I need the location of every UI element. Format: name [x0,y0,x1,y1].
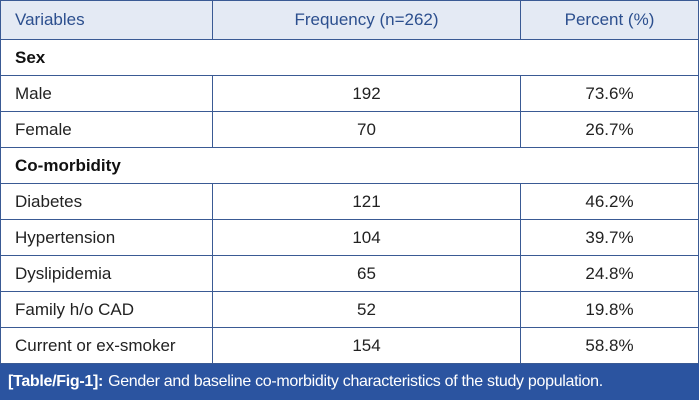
table-row: Family h/o CAD 52 19.8% [0,291,699,328]
row-percent: 24.8% [520,255,699,292]
header-row: Variables Frequency (n=262) Percent (%) [0,0,699,40]
table-row: Diabetes 121 46.2% [0,183,699,220]
row-label: Current or ex-smoker [0,327,213,364]
row-frequency: 52 [212,291,521,328]
row-percent: 19.8% [520,291,699,328]
row-label: Female [0,111,213,148]
row-percent: 46.2% [520,183,699,220]
data-table: Variables Frequency (n=262) Percent (%) … [0,0,699,364]
row-percent: 58.8% [520,327,699,364]
row-frequency: 192 [212,75,521,112]
row-label: Diabetes [0,183,213,220]
row-frequency: 121 [212,183,521,220]
table-row: Dyslipidemia 65 24.8% [0,255,699,292]
header-variables: Variables [0,0,213,40]
row-frequency: 70 [212,111,521,148]
caption-text: Gender and baseline co-morbidity charact… [108,373,603,390]
row-frequency: 104 [212,219,521,256]
table-caption: [Table/Fig-1]: Gender and baseline co-mo… [0,364,699,400]
header-frequency: Frequency (n=262) [212,0,521,40]
table-row: Current or ex-smoker 154 58.8% [0,327,699,364]
table-row: Male 192 73.6% [0,75,699,112]
row-percent: 26.7% [520,111,699,148]
section-title: Sex [0,39,699,76]
row-frequency: 154 [212,327,521,364]
section-row: Co-morbidity [0,147,699,184]
row-label: Dyslipidemia [0,255,213,292]
section-row: Sex [0,39,699,76]
row-label: Male [0,75,213,112]
header-percent: Percent (%) [520,0,699,40]
row-percent: 39.7% [520,219,699,256]
table-row: Hypertension 104 39.7% [0,219,699,256]
table-row: Female 70 26.7% [0,111,699,148]
row-frequency: 65 [212,255,521,292]
row-label: Hypertension [0,219,213,256]
row-percent: 73.6% [520,75,699,112]
row-label: Family h/o CAD [0,291,213,328]
section-title: Co-morbidity [0,147,699,184]
caption-label: [Table/Fig-1]: [8,373,104,390]
